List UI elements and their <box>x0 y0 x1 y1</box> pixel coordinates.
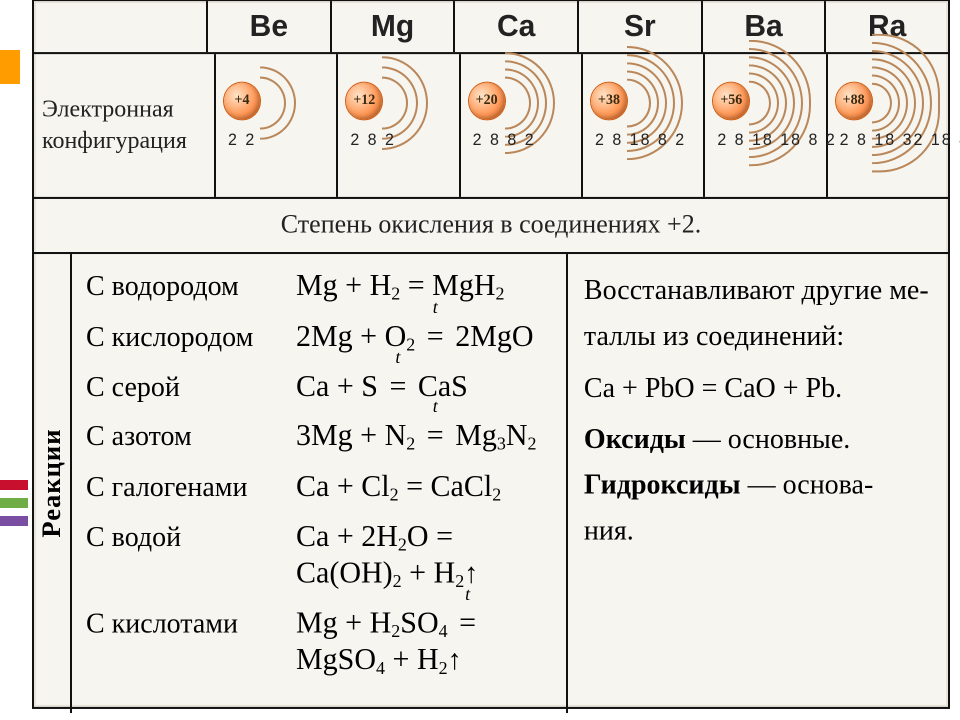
electron-config-row: Электроннаяконфигурация +4 2 2 +12 2 8 2 +… <box>34 54 948 199</box>
accent-bar-red <box>0 480 28 490</box>
nucleus-charge: +4 <box>224 83 260 120</box>
shell-counts: 2 8 2 <box>350 132 396 150</box>
reaction-with-label: С водой <box>86 521 296 554</box>
reaction-equation: Ca + Cl2 = CaCl2 <box>296 469 501 505</box>
reaction-with-label: С азотом <box>86 420 296 453</box>
reaction-equation: Mg + H2SO4 = MgSO4 + H2↑ <box>296 606 556 678</box>
nucleus-icon: +12 <box>346 83 382 120</box>
reactions-list: С водородомMg + H2 = MgH2С кислородом2Mg… <box>72 254 568 713</box>
reaction-line: С азотом3Mg + N2 = Mg3N2 <box>86 418 556 454</box>
nucleus-charge: +88 <box>836 83 872 120</box>
shell-counts: 2 8 18 32 18 8 2 <box>840 132 960 150</box>
reactions-notes: Восстанавливают другие ме- таллы из соед… <box>568 254 948 713</box>
electron-config-cell: +882 8 18 32 18 8 2 <box>828 54 948 197</box>
reaction-line: С галогенамиCa + Cl2 = CaCl2 <box>86 469 556 505</box>
reaction-equation: Mg + H2 = MgH2 <box>296 268 505 304</box>
reaction-equation: Ca + S = CaS <box>296 369 468 404</box>
reaction-line: С водойCa + 2H2O = Ca(OH)2 + H2↑ <box>86 519 556 591</box>
note-hydroxides-cont: ния. <box>584 509 932 555</box>
note-hydroxides: Гидроксиды — основа- <box>584 463 932 509</box>
electron-config-cell: +20 2 8 8 2 <box>461 54 583 197</box>
header-spacer <box>34 1 208 52</box>
reaction-line: С серойCa + S = CaS <box>86 369 556 404</box>
reaction-equation: 2Mg + O2 = 2MgO <box>296 319 534 355</box>
elements-header-row: Be Mg Ca Sr Ba Ra <box>34 1 948 54</box>
electron-config-cell: +12 2 8 2 <box>338 54 460 197</box>
nucleus-icon: +88 <box>836 83 872 120</box>
note-line: Восстанавливают другие ме- <box>584 268 932 314</box>
element-header: Be <box>208 1 332 52</box>
shell-counts: 2 8 18 8 2 <box>595 132 686 150</box>
nucleus-icon: +4 <box>224 83 260 120</box>
table-container: Be Mg Ca Sr Ba Ra Электроннаяконфигураци… <box>32 0 950 709</box>
shell-counts: 2 8 18 18 8 2 <box>717 132 836 150</box>
reaction-with-label: С водородом <box>86 270 296 303</box>
element-header: Mg <box>332 1 456 52</box>
electron-config-label: Электроннаяконфигурация <box>34 54 216 197</box>
note-equation: Ca + PbO = CaO + Pb. <box>584 366 932 412</box>
reaction-line: С кислотамиMg + H2SO4 = MgSO4 + H2↑ <box>86 606 556 678</box>
reaction-equation: Ca + 2H2O = Ca(OH)2 + H2↑ <box>296 519 556 591</box>
nucleus-charge: +56 <box>713 83 749 120</box>
element-header: Sr <box>579 1 703 52</box>
reactions-vertical-label: Реакции <box>34 254 72 713</box>
note-oxides: Оксиды — основные. <box>584 418 932 464</box>
reaction-line: С кислородом2Mg + O2 = 2MgO <box>86 319 556 355</box>
electron-config-cell: +4 2 2 <box>216 54 338 197</box>
reaction-equation: 3Mg + N2 = Mg3N2 <box>296 418 537 454</box>
nucleus-charge: +12 <box>346 83 382 120</box>
reaction-line: С водородомMg + H2 = MgH2 <box>86 268 556 304</box>
reactions-section: Реакции С водородомMg + H2 = MgH2С кисло… <box>34 252 948 713</box>
accent-bar-green <box>0 498 28 508</box>
reaction-with-label: С кислородом <box>86 321 296 354</box>
nucleus-icon: +20 <box>469 83 505 120</box>
oxidation-state-text: Степень окисления в соединениях +2. <box>34 199 948 252</box>
shell-counts: 2 2 <box>228 132 256 150</box>
reaction-with-label: С галогенами <box>86 471 296 504</box>
electron-config-cell: +38 2 8 18 8 2 <box>583 54 705 197</box>
nucleus-icon: +56 <box>713 83 749 120</box>
nucleus-charge: +20 <box>469 83 505 120</box>
electron-config-cell: +562 8 18 18 8 2 <box>705 54 827 197</box>
reaction-with-label: С кислотами <box>86 608 296 641</box>
note-line: таллы из соединений: <box>584 314 932 360</box>
nucleus-icon: +38 <box>591 83 627 120</box>
accent-bar-purple <box>0 516 28 526</box>
shell-counts: 2 8 8 2 <box>473 132 536 150</box>
nucleus-charge: +38 <box>591 83 627 120</box>
accent-bar-orange <box>0 50 20 84</box>
element-header: Ca <box>455 1 579 52</box>
reaction-with-label: С серой <box>86 371 296 404</box>
